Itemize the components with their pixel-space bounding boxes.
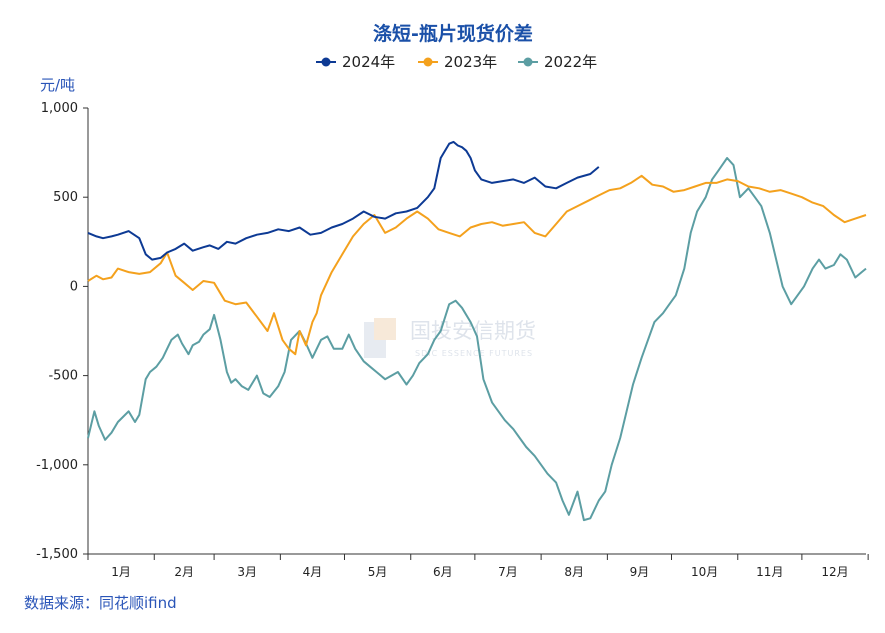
legend-item-2024年[interactable]: 2024年 [316,53,395,71]
watermark: 国投安信期货 SDIC ESSENCE FUTURES [364,318,536,358]
data-source-note: 数据来源：同花顺ifind [24,594,177,612]
y-tick-label: 500 [53,190,78,205]
legend-marker [423,57,433,67]
x-tick-label: 8月 [564,565,584,579]
x-tick-label: 11月 [756,565,783,579]
legend-marker [321,57,331,67]
x-tick-label: 9月 [630,565,650,579]
y-axis-unit: 元/吨 [40,76,75,94]
chart-legend: 2024年 2023年 2022年 [316,53,597,71]
x-tick-label: 5月 [368,565,388,579]
x-tick-label: 3月 [237,565,257,579]
series-line-2024年 [87,140,600,261]
watermark-company-cn: 国投安信期货 [410,319,536,343]
x-tick-label: 6月 [433,565,453,579]
legend-label: 2024年 [342,53,395,71]
x-tick-label: 7月 [498,565,518,579]
legend-label: 2023年 [444,53,497,71]
y-tick-label: -1,500 [36,547,78,562]
legend-item-2022年[interactable]: 2022年 [518,53,597,71]
x-tick-label: 1月 [111,565,131,579]
y-tick-label: 0 [70,279,78,294]
y-tick-label: -500 [48,369,78,384]
legend-marker [523,57,533,67]
x-tick-label: 12月 [821,565,848,579]
y-tick-label: 1,000 [41,101,78,116]
y-tick-label: -1,000 [36,458,78,473]
legend-label: 2022年 [544,53,597,71]
chart-title: 涤短-瓶片现货价差 [373,22,533,45]
series-line-2022年 [87,157,867,522]
watermark-logo-accent [374,318,396,340]
x-tick-label: 10月 [691,565,718,579]
legend-item-2023年[interactable]: 2023年 [418,53,497,71]
y-axis: 1,000 500 0 -500 -1,000 -1,500 [36,101,89,562]
x-tick-label: 4月 [303,565,323,579]
x-axis: 1月 2月 3月 4月 5月 6月 7月 8月 9月 10月 11月 12月 [87,553,869,579]
series-line-2023年 [87,174,867,356]
x-tick-label: 2月 [174,565,194,579]
plot-area [87,140,867,522]
watermark-company-en: SDIC ESSENCE FUTURES [415,349,533,358]
